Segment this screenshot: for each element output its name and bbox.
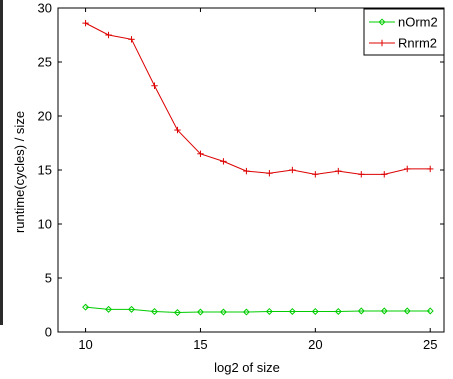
series-line-norm2 [85, 306, 431, 314]
data-point-rnrm2 [197, 150, 204, 157]
legend-box [363, 8, 445, 56]
legend-marker-rnrm2 [378, 39, 386, 47]
data-point-rnrm2 [105, 31, 112, 39]
data-point-rnrm2 [151, 82, 158, 89]
data-point-norm2 [105, 305, 113, 313]
y-tick-label: 30 [38, 1, 52, 16]
data-point-norm2 [82, 303, 90, 311]
y-axis-label: runtime(cycles) / size [12, 111, 27, 233]
data-point-rnrm2 [358, 171, 365, 178]
y-tick-label: 20 [38, 109, 52, 124]
data-point-rnrm2 [82, 19, 89, 27]
legend-label-rnrm2: Rnrm2 [398, 36, 437, 51]
x-tick-label: 25 [423, 337, 437, 352]
data-point-rnrm2 [220, 158, 227, 165]
data-point-norm2 [128, 305, 136, 313]
y-tick-label: 5 [45, 271, 52, 286]
data-point-norm2 [265, 307, 273, 315]
data-point-rnrm2 [335, 167, 342, 175]
data-point-norm2 [403, 307, 411, 315]
data-point-rnrm2 [174, 126, 181, 134]
data-point-norm2 [311, 307, 319, 315]
legend-label-norm2: nOrm2 [398, 15, 438, 30]
data-point-norm2 [219, 308, 227, 316]
data-point-rnrm2 [381, 171, 388, 178]
data-point-norm2 [357, 307, 365, 315]
data-point-rnrm2 [128, 36, 135, 43]
data-point-norm2 [196, 308, 204, 316]
data-point-norm2 [380, 307, 388, 315]
data-point-norm2 [426, 307, 434, 315]
y-tick-label: 25 [38, 55, 52, 70]
left-edge-artifact [0, 0, 3, 325]
data-point-norm2 [334, 307, 342, 315]
data-point-rnrm2 [266, 170, 273, 177]
y-tick-label: 15 [38, 163, 52, 178]
x-tick-label: 15 [193, 337, 207, 352]
x-tick-label: 20 [308, 337, 322, 352]
data-point-norm2 [288, 307, 296, 315]
series-line-rnrm2 [85, 22, 431, 175]
data-point-norm2 [173, 309, 181, 317]
x-tick-label: 10 [78, 337, 92, 352]
data-point-rnrm2 [243, 167, 250, 175]
x-axis-label: log2 of size [214, 360, 280, 375]
plot-area-frame [57, 7, 445, 333]
data-point-rnrm2 [427, 165, 434, 173]
data-point-norm2 [242, 308, 250, 316]
legend-marker-norm2 [378, 18, 386, 26]
y-tick-label: 0 [45, 325, 52, 340]
data-point-rnrm2 [289, 166, 296, 174]
data-point-rnrm2 [312, 171, 319, 178]
data-point-rnrm2 [404, 165, 411, 173]
data-point-norm2 [150, 307, 159, 315]
y-tick-label: 10 [38, 217, 52, 232]
